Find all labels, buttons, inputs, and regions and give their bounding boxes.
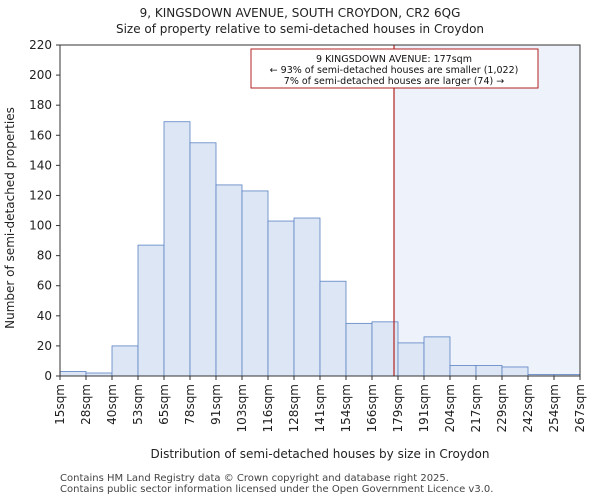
plot-area: 0 20 40 60 80 100 120 140 160 180 200 220 15sqm 28sq… <box>29 38 587 432</box>
y-tick-label-0: 0 <box>44 369 52 383</box>
footer-copyright: Contains HM Land Registry data © Crown c… <box>60 473 449 484</box>
bars <box>59 121 581 377</box>
bar-53sqm <box>137 244 165 377</box>
x-tick-label-204sqm: 204sqm <box>443 384 457 432</box>
x-tick-label-267sqm: 267sqm <box>573 384 587 432</box>
annotation-box <box>250 48 539 89</box>
y-tick-label-140: 140 <box>29 158 52 172</box>
bar-15sqm <box>59 371 87 377</box>
bar-154sqm <box>345 322 373 377</box>
x-tick-label-217sqm: 217sqm <box>469 384 483 432</box>
bar-229sqm <box>501 366 529 377</box>
x-tick-label-128sqm: 128sqm <box>287 384 301 432</box>
x-tick-label-254sqm: 254sqm <box>547 384 561 432</box>
y-tick-label-20: 20 <box>37 339 52 353</box>
annotation-line-3: 7% of semi-detached houses are larger (7… <box>284 76 504 87</box>
bar-103sqm <box>241 190 269 377</box>
x-tick-label-53sqm: 53sqm <box>131 384 145 425</box>
x-tick-label-179sqm: 179sqm <box>391 384 405 432</box>
y-tick-label-160: 160 <box>29 128 52 142</box>
x-tick-label-103sqm: 103sqm <box>235 384 249 432</box>
annotation-line-1: 9 KINGSDOWN AVENUE: 177sqm <box>316 54 472 65</box>
bar-191sqm <box>423 336 451 377</box>
y-tick-label-180: 180 <box>29 98 52 112</box>
marker-annotation: 9 KINGSDOWN AVENUE: 177sqm ← 93% of semi… <box>250 48 539 89</box>
x-tick-label-40sqm: 40sqm <box>105 384 119 425</box>
x-tick-label-141sqm: 141sqm <box>313 384 327 432</box>
y-tick-label-40: 40 <box>37 309 52 323</box>
bar-65sqm <box>163 121 191 377</box>
x-tick-label-229sqm: 229sqm <box>495 384 509 432</box>
footer-licence: Contains public sector information licen… <box>60 484 494 495</box>
x-tick-label-78sqm: 78sqm <box>183 384 197 425</box>
y-tick-label-80: 80 <box>37 249 52 263</box>
x-tick-label-116sqm: 116sqm <box>261 384 275 432</box>
x-tick-label-28sqm: 28sqm <box>79 384 93 425</box>
x-tick-label-191sqm: 191sqm <box>417 384 431 432</box>
y-axis-label: Number of semi-detached properties <box>3 107 17 329</box>
x-axis-label: Distribution of semi-detached houses by … <box>151 447 490 461</box>
x-tick-label-15sqm: 15sqm <box>53 384 67 425</box>
x-tick-label-91sqm: 91sqm <box>209 384 223 425</box>
x-tick-label-65sqm: 65sqm <box>157 384 171 425</box>
y-tick-label-100: 100 <box>29 219 52 233</box>
bar-91sqm <box>215 184 243 377</box>
chart-title: 9, KINGSDOWN AVENUE, SOUTH CROYDON, CR2 … <box>140 6 461 20</box>
x-axis: 15sqm 28sqm 40sqm 53sqm 65sqm 78sqm 91sqm 103sq… <box>53 376 587 432</box>
chart-subtitle: Size of property relative to semi-detach… <box>116 22 484 36</box>
bar-217sqm <box>475 365 503 377</box>
bar-78sqm <box>189 142 217 377</box>
x-tick-label-166sqm: 166sqm <box>365 384 379 432</box>
histogram-chart: 9, KINGSDOWN AVENUE, SOUTH CROYDON, CR2 … <box>3 6 587 461</box>
y-tick-label-220: 220 <box>29 38 52 52</box>
bar-204sqm <box>449 365 477 377</box>
larger-properties-region <box>394 45 580 376</box>
x-tick-label-154sqm: 154sqm <box>339 384 353 432</box>
annotation-line-2: ← 93% of semi-detached houses are smalle… <box>270 65 519 76</box>
y-tick-label-120: 120 <box>29 188 52 202</box>
y-axis: 0 20 40 60 80 100 120 140 160 180 200 220 <box>29 38 60 383</box>
y-tick-label-60: 60 <box>37 279 52 293</box>
bar-141sqm <box>319 280 347 377</box>
bar-128sqm <box>293 217 321 377</box>
bar-40sqm <box>111 345 139 377</box>
bar-116sqm <box>267 220 295 377</box>
bar-179sqm <box>397 342 425 377</box>
x-tick-label-242sqm: 242sqm <box>521 384 535 432</box>
y-tick-label-200: 200 <box>29 68 52 82</box>
